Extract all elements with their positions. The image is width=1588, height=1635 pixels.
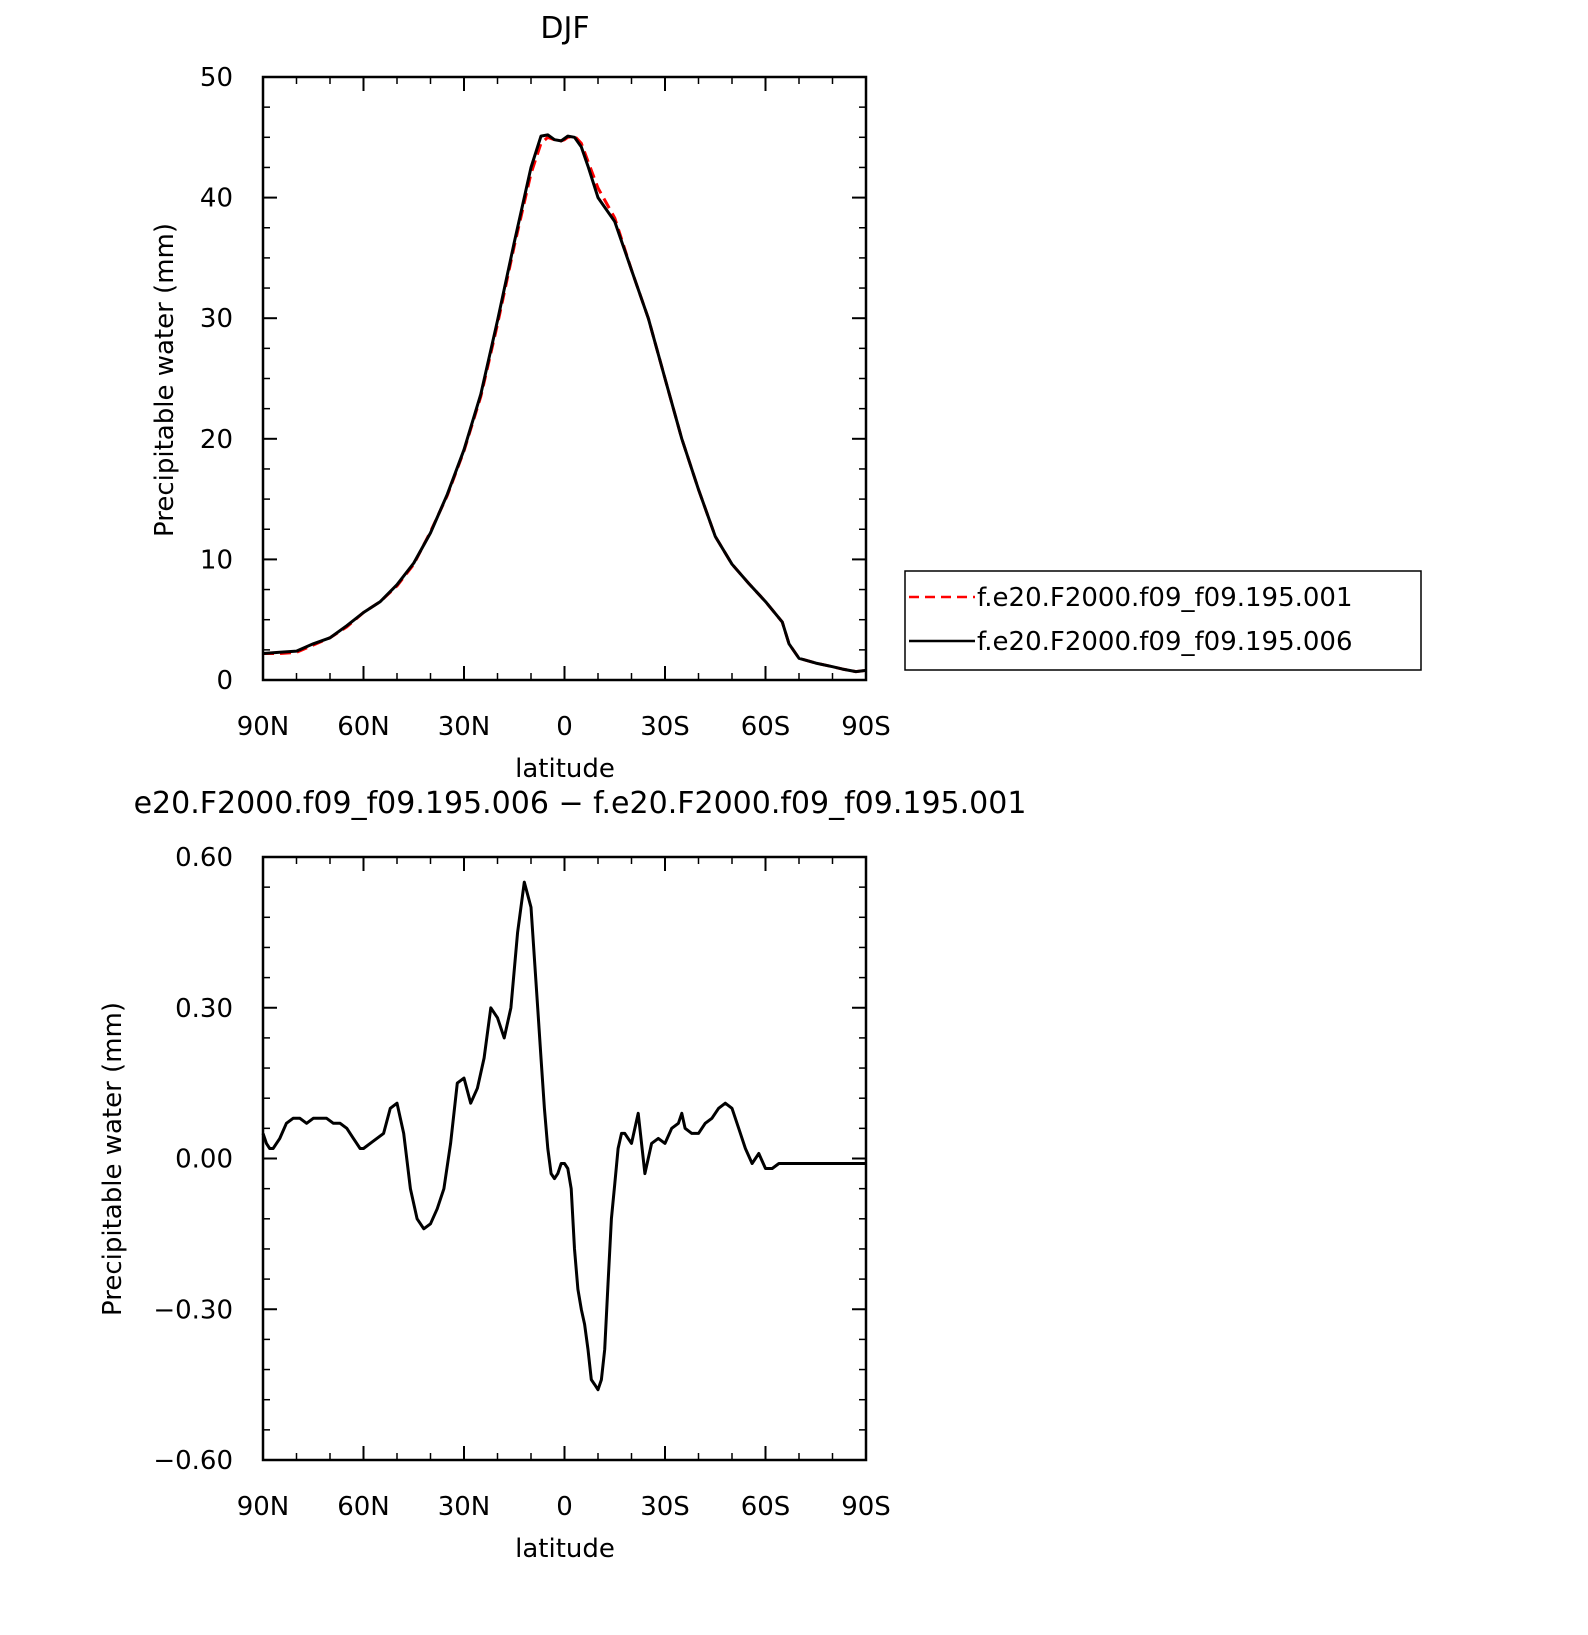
top-series-layer [262, 133, 867, 674]
x-tick-label: 30N [438, 1492, 491, 1522]
x-tick-label: 30S [640, 712, 690, 742]
bottom-plot-frame [261, 855, 868, 1462]
y-tick-label: 50 [200, 63, 233, 93]
top-y-axis-label: Precipitable water (mm) [150, 223, 180, 537]
series-line-0-1 [262, 133, 867, 674]
x-tick-label: 60S [741, 712, 791, 742]
top-plot-title: DJF [540, 11, 589, 46]
x-tick-label: 60N [337, 1492, 390, 1522]
x-tick-label: 30N [438, 712, 491, 742]
y-tick-label: 0 [216, 666, 233, 696]
legend: f.e20.F2000.f09_f09.195.001 f.e20.F2000.… [904, 570, 1422, 671]
legend-label-run-001: f.e20.F2000.f09_f09.195.001 [977, 583, 1353, 613]
bottom-x-axis-label: latitude [515, 1534, 615, 1564]
top-tick-layer: 90N 60N 30N 0 30S 60S 90S 0 10 20 30 40 50 [200, 63, 891, 742]
y-tick-label: 0.30 [175, 994, 233, 1024]
x-tick-label: 60N [337, 712, 390, 742]
x-tick-label: 90S [841, 1492, 891, 1522]
y-tick-label: −0.60 [153, 1446, 233, 1476]
bottom-tick-layer: 90N 60N 30N 0 30S 60S 90S −0.60 −0.30 0.00 0.30 0.6… [153, 843, 890, 1522]
y-tick-label: 40 [200, 184, 233, 214]
series-line-0-0 [263, 134, 867, 674]
y-tick-label: 0.00 [175, 1145, 233, 1175]
bottom-plot-title: e20.F2000.f09_f09.195.006 − f.e20.F2000.… [134, 786, 1027, 821]
x-tick-label: 30S [640, 1492, 690, 1522]
series-line-1-0 [261, 880, 866, 1392]
x-tick-label: 90S [841, 712, 891, 742]
y-tick-label: 0.60 [175, 843, 233, 873]
legend-box [904, 570, 1422, 671]
x-tick-label: 90N [237, 712, 290, 742]
y-tick-label: 20 [200, 425, 233, 455]
legend-label-run-006: f.e20.F2000.f09_f09.195.006 [977, 627, 1353, 657]
x-tick-label: 0 [556, 712, 573, 742]
x-tick-label: 90N [237, 1492, 290, 1522]
top-plot-frame [261, 75, 868, 682]
top-panel: DJF 90N 60N 30N 0 30S 60S 90S 0 10 20 30 40 50 latit… [150, 11, 891, 784]
bottom-y-axis-label: Precipitable water (mm) [98, 1002, 128, 1316]
bottom-panel: e20.F2000.f09_f09.195.006 − f.e20.F2000.… [98, 786, 1026, 1564]
y-tick-label: −0.30 [153, 1295, 233, 1325]
x-tick-label: 0 [556, 1492, 573, 1522]
y-tick-label: 30 [200, 304, 233, 334]
x-tick-label: 60S [741, 1492, 791, 1522]
y-tick-label: 10 [200, 545, 233, 575]
top-x-axis-label: latitude [515, 754, 615, 784]
bottom-series-layer [261, 880, 866, 1392]
